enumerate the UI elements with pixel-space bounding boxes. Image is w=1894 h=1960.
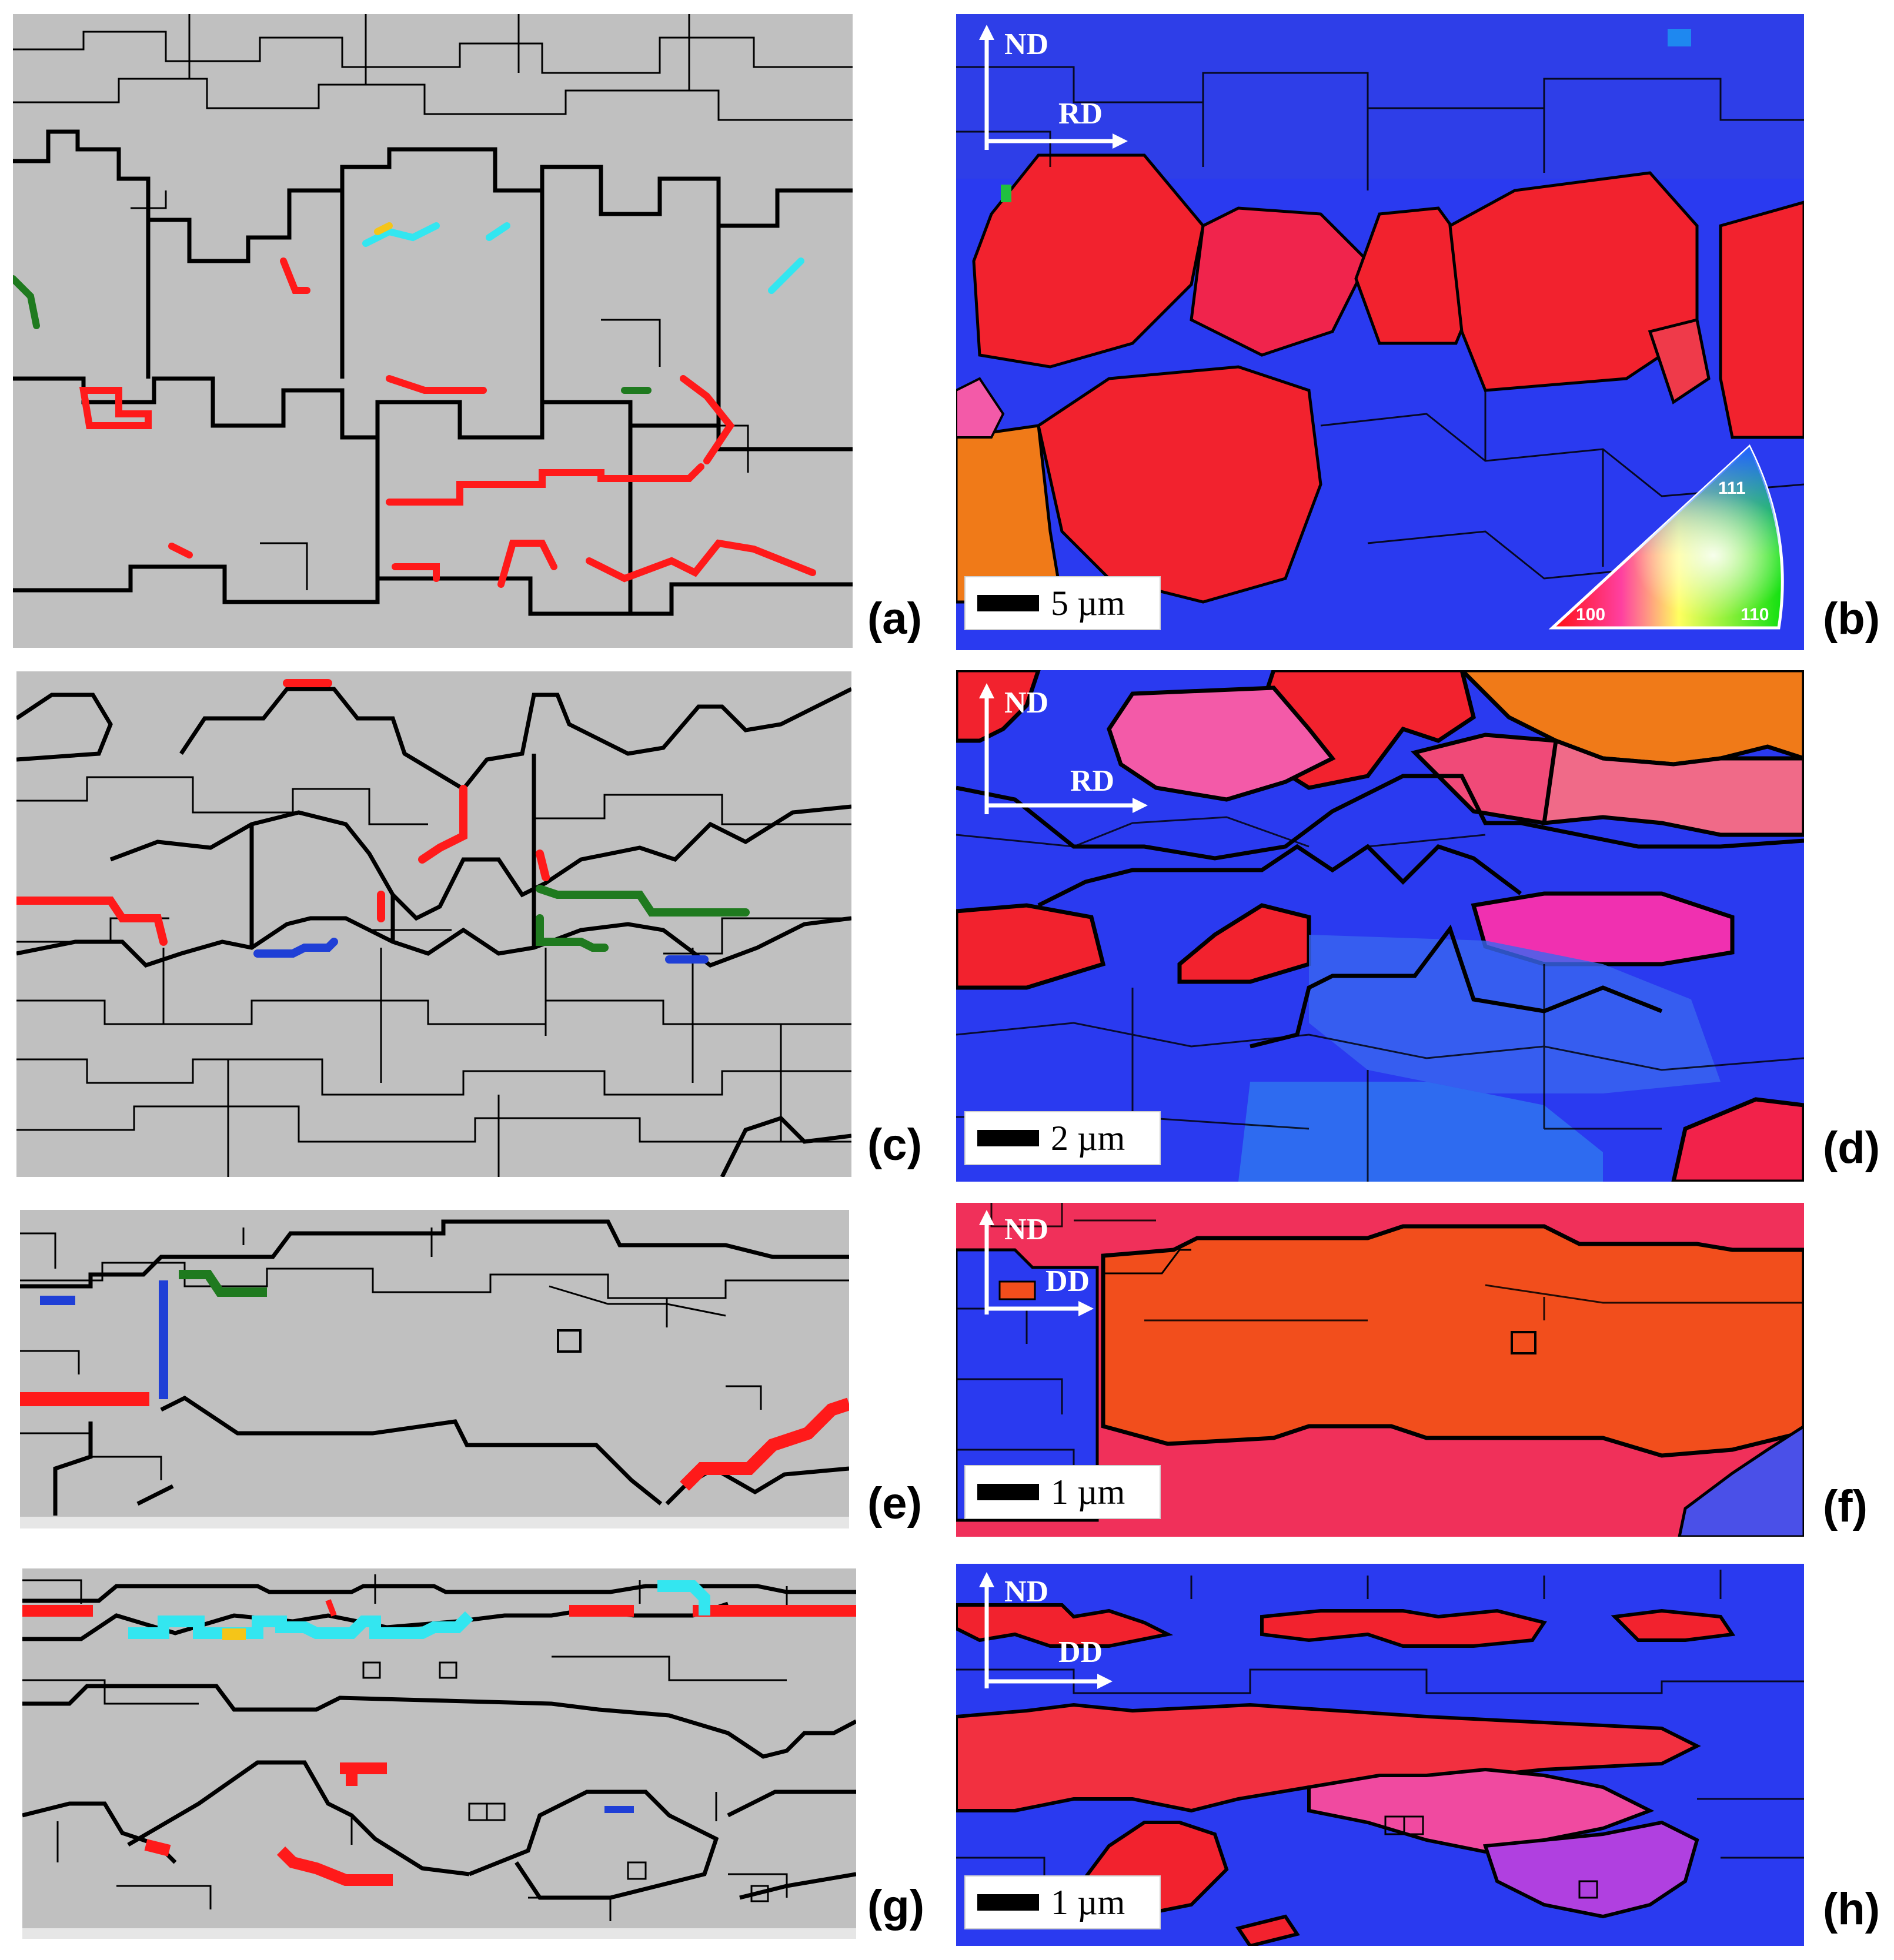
ipf-key-111: 111 bbox=[1718, 479, 1746, 498]
ipf-map-h bbox=[956, 1564, 1804, 1946]
scale-bar-f bbox=[977, 1484, 1039, 1500]
scale-bar-d bbox=[977, 1130, 1039, 1146]
scale-bar-box-d: 2 µm bbox=[964, 1111, 1161, 1165]
boundary-map-e bbox=[20, 1210, 849, 1528]
axis-horizontal-h: DD bbox=[1058, 1635, 1103, 1669]
panel-label-h: (h) bbox=[1823, 1884, 1880, 1934]
scale-bar-box-f: 1 µm bbox=[964, 1465, 1161, 1519]
ipf-key-100: 100 bbox=[1576, 605, 1605, 624]
axes-b: ND RD bbox=[976, 24, 1129, 159]
axes-d: ND RD bbox=[976, 682, 1153, 823]
axis-vertical-h: ND bbox=[1004, 1575, 1048, 1608]
boundary-map-c bbox=[16, 671, 851, 1177]
axes-f: ND DD bbox=[976, 1209, 1129, 1326]
panel-label-a: (a) bbox=[867, 594, 922, 644]
axis-horizontal-b: RD bbox=[1058, 97, 1103, 131]
ipf-map-b bbox=[956, 14, 1804, 650]
scale-bar-box-b: 5 µm bbox=[964, 576, 1161, 630]
scale-label-h: 1 µm bbox=[1051, 1883, 1125, 1922]
axis-vertical-b: ND bbox=[1004, 28, 1048, 61]
panel-label-g: (g) bbox=[867, 1881, 925, 1931]
ipf-color-key: 100 110 111 bbox=[1546, 441, 1793, 638]
ipf-key-110: 110 bbox=[1741, 605, 1769, 624]
scale-bar-b bbox=[977, 595, 1039, 611]
axis-horizontal-d: RD bbox=[1070, 764, 1114, 798]
axis-vertical-f: ND bbox=[1004, 1213, 1048, 1246]
scale-bar-h bbox=[977, 1894, 1039, 1911]
panel-label-e: (e) bbox=[867, 1479, 922, 1528]
axis-horizontal-f: DD bbox=[1045, 1265, 1090, 1298]
scale-label-b: 5 µm bbox=[1051, 584, 1125, 623]
panel-label-d: (d) bbox=[1823, 1123, 1880, 1173]
axis-vertical-d: ND bbox=[1004, 686, 1048, 720]
ipf-map-d bbox=[956, 670, 1804, 1182]
boundary-map-g bbox=[22, 1568, 856, 1939]
boundary-map-a bbox=[13, 14, 853, 648]
scale-bar-box-h: 1 µm bbox=[964, 1875, 1161, 1929]
panel-label-c: (c) bbox=[867, 1120, 922, 1170]
panel-label-b: (b) bbox=[1823, 594, 1880, 644]
scale-label-f: 1 µm bbox=[1051, 1473, 1125, 1511]
ipf-map-f bbox=[956, 1203, 1804, 1537]
panel-label-f: (f) bbox=[1823, 1481, 1868, 1531]
scale-label-d: 2 µm bbox=[1051, 1119, 1125, 1158]
axes-h: ND DD bbox=[976, 1571, 1129, 1700]
